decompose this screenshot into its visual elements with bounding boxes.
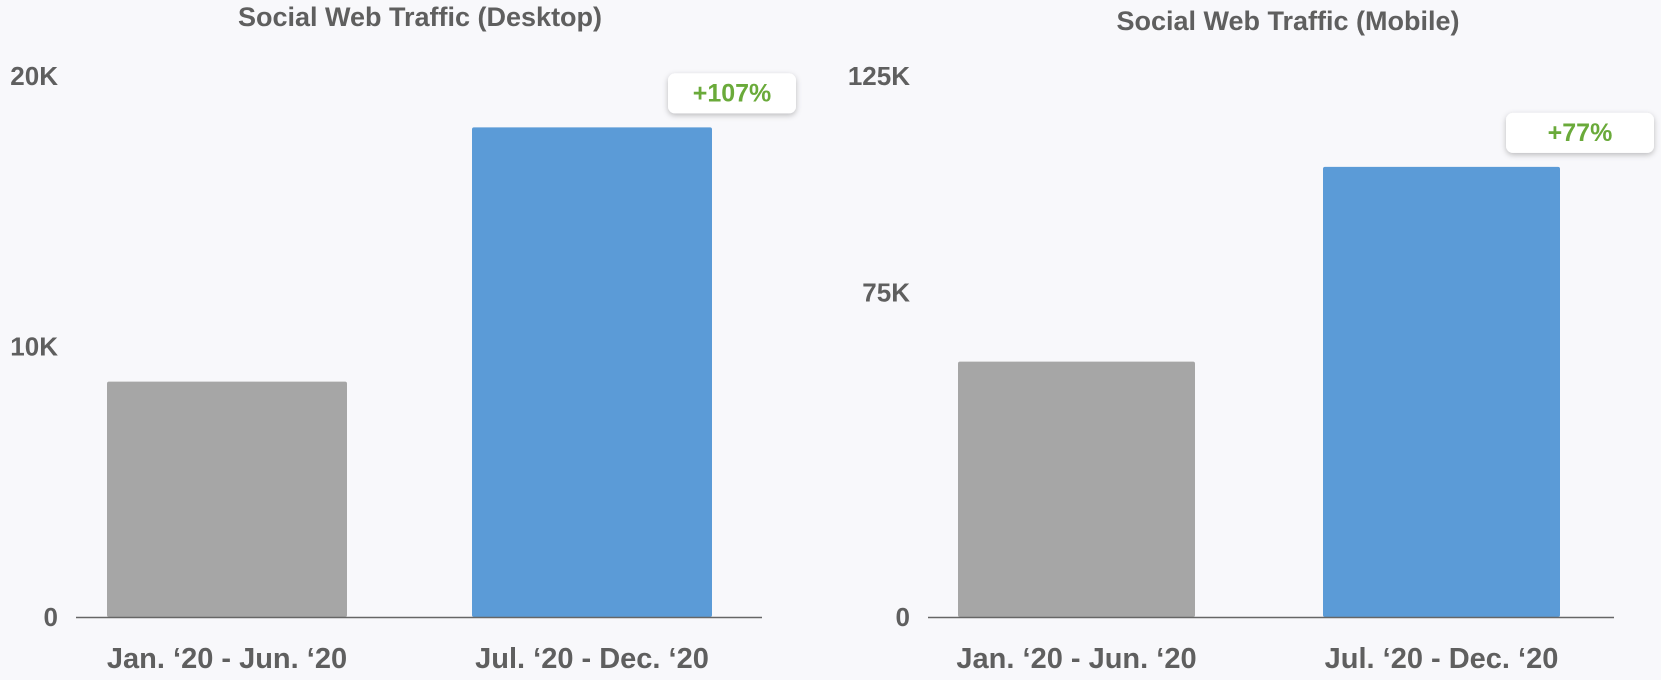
bar-h1 (107, 381, 347, 617)
chart-panel-desktop: Social Web Traffic (Desktop) 0 10K 20K Jan. … (10, 2, 796, 675)
growth-badge-label: +77% (1548, 119, 1613, 147)
chart-title: Social Web Traffic (Desktop) (238, 2, 602, 32)
growth-badge-box (668, 73, 796, 114)
x-tick-label: Jul. ‘20 - Dec. ‘20 (475, 643, 709, 675)
chart-title: Social Web Traffic (Mobile) (1116, 6, 1459, 36)
growth-badge-box (1506, 112, 1654, 153)
bar-h1 (958, 361, 1195, 617)
y-tick-label: 0 (896, 602, 910, 632)
y-tick-label: 75K (862, 277, 910, 307)
growth-badge: +77% (1506, 112, 1654, 153)
x-tick-label: Jan. ‘20 - Jun. ‘20 (107, 643, 347, 675)
x-tick-label: Jul. ‘20 - Dec. ‘20 (1325, 643, 1559, 675)
y-tick-label: 20K (10, 61, 58, 91)
chart-panel-mobile: Social Web Traffic (Mobile) 0 75K 125K Jan. … (848, 6, 1654, 675)
growth-badge-label: +107% (693, 79, 772, 107)
bar-h2 (1323, 166, 1560, 617)
x-tick-label: Jan. ‘20 - Jun. ‘20 (956, 643, 1196, 675)
growth-badge: +107% (668, 73, 796, 114)
y-tick-label: 10K (10, 332, 58, 362)
bar-h2 (472, 127, 712, 618)
y-tick-label: 125K (848, 61, 910, 91)
y-tick-label: 0 (44, 602, 58, 632)
